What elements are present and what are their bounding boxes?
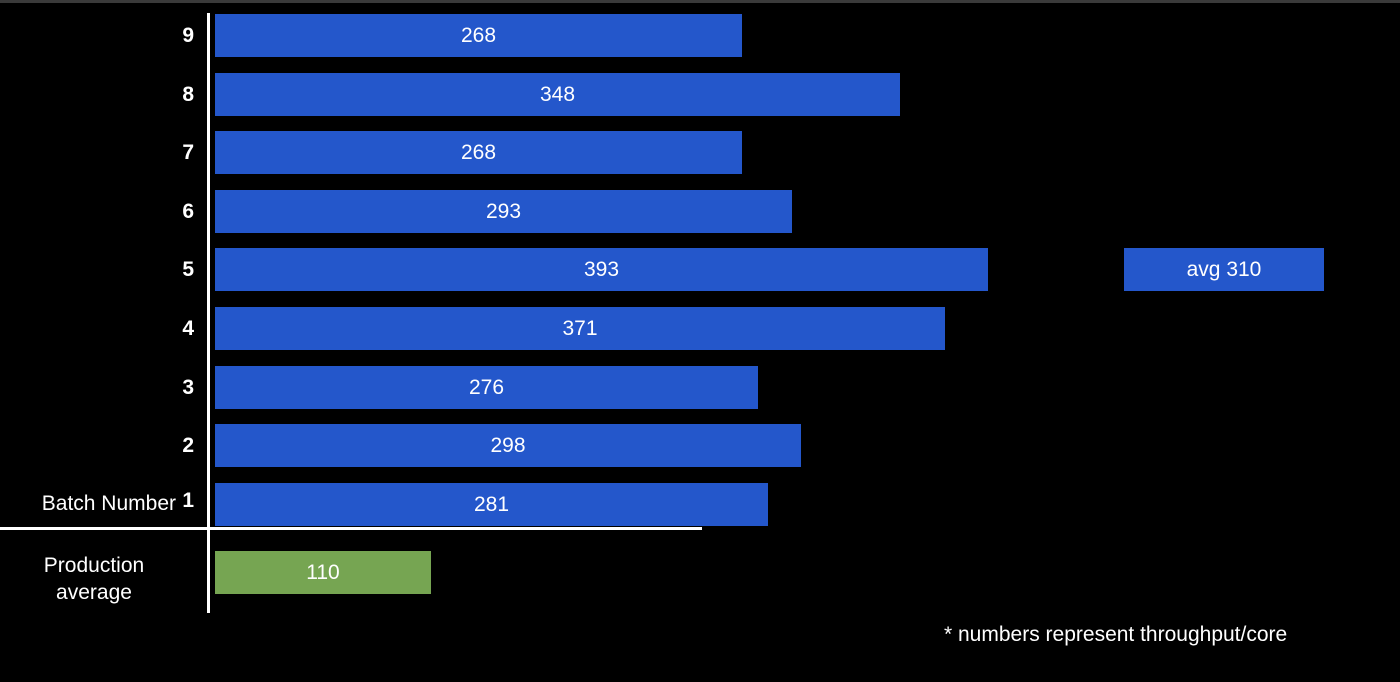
y-axis-line <box>207 13 210 613</box>
bar-value-label: 110 <box>306 561 340 584</box>
bar-batch-2: 298 <box>215 424 801 467</box>
category-label-8: 8 <box>182 83 194 106</box>
category-label-1: 1 <box>182 489 194 512</box>
bar-batch-1: 281 <box>215 483 768 526</box>
bar-value-label: 293 <box>485 200 522 223</box>
bar-value-label: 268 <box>460 24 497 47</box>
y-axis-title: Batch Number <box>41 492 176 515</box>
bar-batch-6: 293 <box>215 190 792 233</box>
category-label-9: 9 <box>182 24 194 47</box>
category-label-2: 2 <box>182 434 194 457</box>
bar-value-label: 371 <box>562 317 598 340</box>
average-annotation-box: avg 310 <box>1124 248 1324 291</box>
bar-value-label: 393 <box>583 258 620 281</box>
category-label-5: 5 <box>182 258 194 281</box>
bar-production-average: 110 <box>215 551 431 594</box>
category-label-3: 3 <box>182 376 194 399</box>
category-label-4: 4 <box>182 317 194 340</box>
bar-value-label: 348 <box>539 83 576 106</box>
bar-batch-8: 348 <box>215 73 900 116</box>
footnote: * numbers represent throughput/core <box>944 623 1288 646</box>
bar-value-label: 276 <box>468 376 505 399</box>
bar-batch-4: 371 <box>215 307 945 350</box>
category-label-6: 6 <box>182 200 194 223</box>
bar-value-label: 268 <box>460 141 497 164</box>
baseline-separator-line <box>0 527 702 530</box>
production-average-label-line-2: average <box>56 581 132 604</box>
bar-value-label: 281 <box>473 493 510 516</box>
bar-batch-3: 276 <box>215 366 758 409</box>
bar-batch-7: 268 <box>215 131 742 174</box>
bar-value-label: 298 <box>490 434 526 457</box>
production-average-label: Production average <box>14 552 174 606</box>
bar-batch-9: 268 <box>215 14 742 57</box>
category-label-7: 7 <box>182 141 194 164</box>
production-average-label-line-1: Production <box>43 554 145 577</box>
bar-batch-5: 393 <box>215 248 988 291</box>
